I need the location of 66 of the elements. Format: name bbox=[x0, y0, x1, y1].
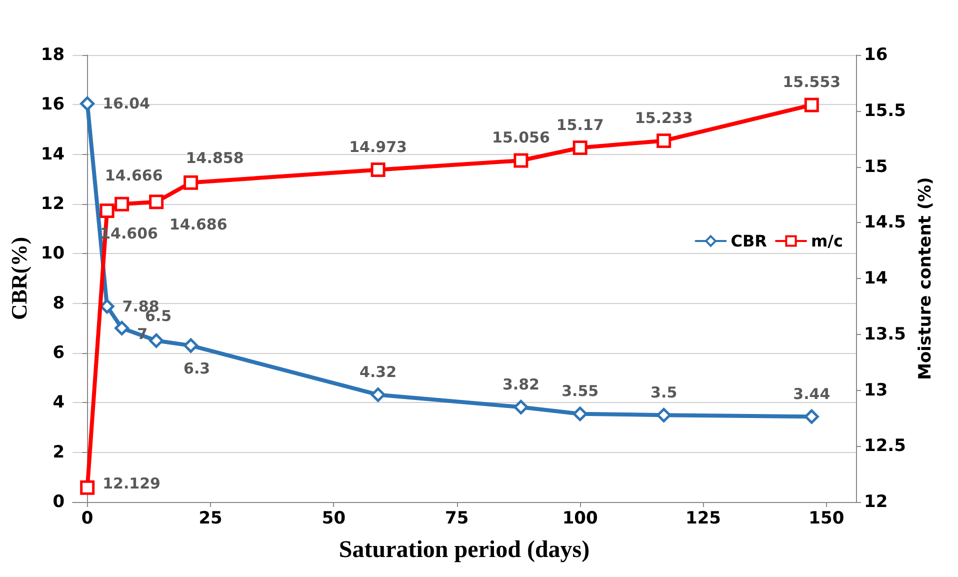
y2-tick-label: 15.5 bbox=[864, 100, 906, 121]
x-tick-label: 0 bbox=[81, 508, 94, 528]
point bbox=[149, 194, 164, 210]
y-tick-label: 16 bbox=[40, 94, 65, 115]
y2-tick-label: 16 bbox=[864, 45, 888, 65]
point bbox=[184, 338, 198, 353]
y-tick-label: 8 bbox=[52, 293, 65, 314]
point bbox=[370, 387, 386, 402]
point bbox=[80, 96, 95, 111]
data-label: 14.973 bbox=[349, 138, 407, 156]
y-tick-label: 14 bbox=[40, 144, 65, 164]
data-label: 15.17 bbox=[556, 116, 604, 134]
data-label: 6.3 bbox=[184, 359, 210, 378]
x-tick-label: 50 bbox=[322, 508, 346, 528]
data-label: 15.056 bbox=[492, 128, 550, 147]
y-tick-label: 6 bbox=[52, 343, 65, 363]
x-tick-label: 125 bbox=[686, 508, 722, 528]
point bbox=[656, 133, 672, 148]
y-tick-label: 0 bbox=[52, 492, 65, 512]
data-label: 16.04 bbox=[102, 94, 150, 113]
x-tick-label: 25 bbox=[198, 508, 222, 528]
y2-axis-title: Moisture content (%) bbox=[915, 177, 936, 380]
data-label: 14.858 bbox=[186, 148, 244, 167]
point bbox=[184, 175, 198, 190]
point bbox=[100, 204, 114, 218]
point bbox=[514, 400, 528, 414]
point bbox=[370, 162, 386, 178]
point bbox=[80, 480, 95, 495]
y2-tick-label: 12.5 bbox=[864, 436, 906, 456]
data-label: 14.666 bbox=[104, 166, 163, 184]
y2-tick-label: 15 bbox=[864, 156, 888, 177]
point bbox=[114, 196, 130, 212]
y2-tick-label: 12 bbox=[864, 492, 888, 512]
point bbox=[656, 408, 672, 422]
legend-label: CBR bbox=[730, 232, 768, 250]
point bbox=[572, 140, 588, 156]
x-axis-title: Saturation period (days) bbox=[338, 537, 590, 563]
point bbox=[514, 153, 528, 168]
point bbox=[149, 333, 164, 348]
y-tick-label: 18 bbox=[40, 45, 65, 65]
y-tick-label: 4 bbox=[52, 392, 65, 413]
data-label: 14.686 bbox=[169, 216, 228, 234]
x-tick-label: 100 bbox=[562, 508, 598, 528]
y-tick-label: 2 bbox=[52, 442, 65, 462]
y2-tick-label: 14.5 bbox=[864, 212, 906, 233]
data-label: 3.5 bbox=[650, 383, 678, 402]
x-tick-label: 150 bbox=[808, 508, 844, 528]
data-label: 15.553 bbox=[782, 73, 841, 92]
y-axis-title: CBR(%) bbox=[6, 236, 32, 320]
data-label: 12.129 bbox=[102, 474, 160, 493]
y2-tick-label: 13.5 bbox=[864, 324, 906, 344]
data-label: 4.32 bbox=[360, 362, 397, 381]
y2-tick-label: 13 bbox=[864, 380, 888, 400]
data-label: 3.82 bbox=[502, 375, 540, 394]
point bbox=[572, 406, 588, 422]
data-label: 3.44 bbox=[793, 384, 830, 403]
point bbox=[804, 98, 819, 112]
data-label: 3.55 bbox=[562, 382, 599, 400]
legend-label: m/c bbox=[811, 232, 843, 250]
x-tick-label: 75 bbox=[445, 508, 469, 528]
y2-tick-label: 14 bbox=[864, 268, 888, 288]
data-label: 15.233 bbox=[634, 108, 693, 127]
y-tick-label: 12 bbox=[40, 194, 65, 214]
y-tick-label: 10 bbox=[40, 244, 65, 264]
point bbox=[804, 409, 819, 424]
point bbox=[114, 320, 130, 336]
